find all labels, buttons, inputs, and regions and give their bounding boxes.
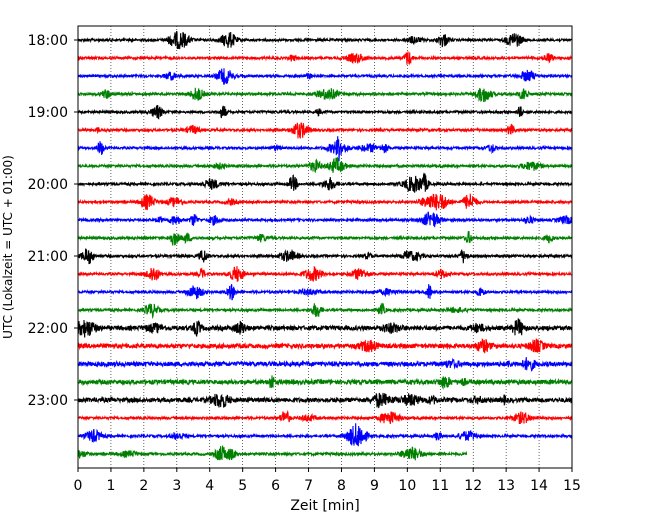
trace-2330	[77, 423, 573, 447]
plot-frame	[77, 25, 573, 469]
x-tick-label-3: 3	[172, 478, 181, 494]
trace-2000	[77, 172, 573, 193]
x-tick-label-9: 9	[370, 478, 379, 494]
x-tick-label-4: 4	[205, 478, 214, 494]
x-tick-label-13: 13	[497, 478, 515, 494]
trace-2145	[77, 302, 573, 320]
x-tick-label-7: 7	[304, 478, 313, 494]
trace-2015	[77, 193, 573, 211]
x-tick-label-1: 1	[106, 478, 115, 494]
trace-2130	[77, 284, 573, 301]
trace-1945	[77, 156, 573, 174]
trace-2230	[77, 357, 573, 372]
y-axis-label: UTC (Lokalzeit = UTC + 01:00)	[1, 155, 15, 339]
trace-2100	[77, 248, 573, 265]
x-axis-label: Zeit [min]	[290, 498, 359, 514]
y-tick-label-2100: 21:00	[28, 249, 68, 265]
trace-2200	[77, 318, 573, 338]
trace-1900	[77, 104, 573, 120]
trace-1845	[77, 87, 573, 103]
trace-2030	[77, 211, 573, 228]
x-tick-label-5: 5	[238, 478, 247, 494]
x-tick-label-8: 8	[337, 478, 346, 494]
trace-1830	[77, 68, 573, 85]
trace-2045	[77, 231, 573, 246]
trace-2345	[77, 445, 468, 461]
y-tick-label-2300: 23:00	[28, 393, 68, 409]
trace-1915	[77, 122, 573, 139]
x-tick-label-12: 12	[464, 478, 482, 494]
x-tick-label-15: 15	[563, 478, 581, 494]
traces-group	[77, 30, 573, 461]
trace-1815	[77, 51, 573, 65]
trace-1930	[77, 136, 573, 162]
x-tick-label-11: 11	[431, 478, 449, 494]
x-tick-label-14: 14	[530, 478, 548, 494]
y-axis: 18:00 19:00 20:00 21:00 22:00 23:00	[28, 33, 78, 409]
trace-1800	[77, 30, 573, 50]
trace-2215	[77, 337, 573, 354]
trace-2300	[77, 392, 573, 409]
y-tick-label-1900: 19:00	[28, 105, 68, 121]
trace-2315	[77, 409, 573, 425]
trace-2115	[77, 265, 573, 282]
x-tick-label-0: 0	[74, 478, 83, 494]
x-tick-label-2: 2	[139, 478, 148, 494]
x-tick-label-6: 6	[271, 478, 280, 494]
y-tick-label-1800: 18:00	[28, 33, 68, 49]
x-axis: 0 1 2 3 4 5 6 7 8 9 10 11 12 13 14 15	[74, 468, 581, 494]
y-tick-label-2000: 20:00	[28, 177, 68, 193]
x-tick-label-10: 10	[398, 478, 416, 494]
trace-2245	[77, 375, 573, 390]
y-tick-label-2200: 22:00	[28, 321, 68, 337]
